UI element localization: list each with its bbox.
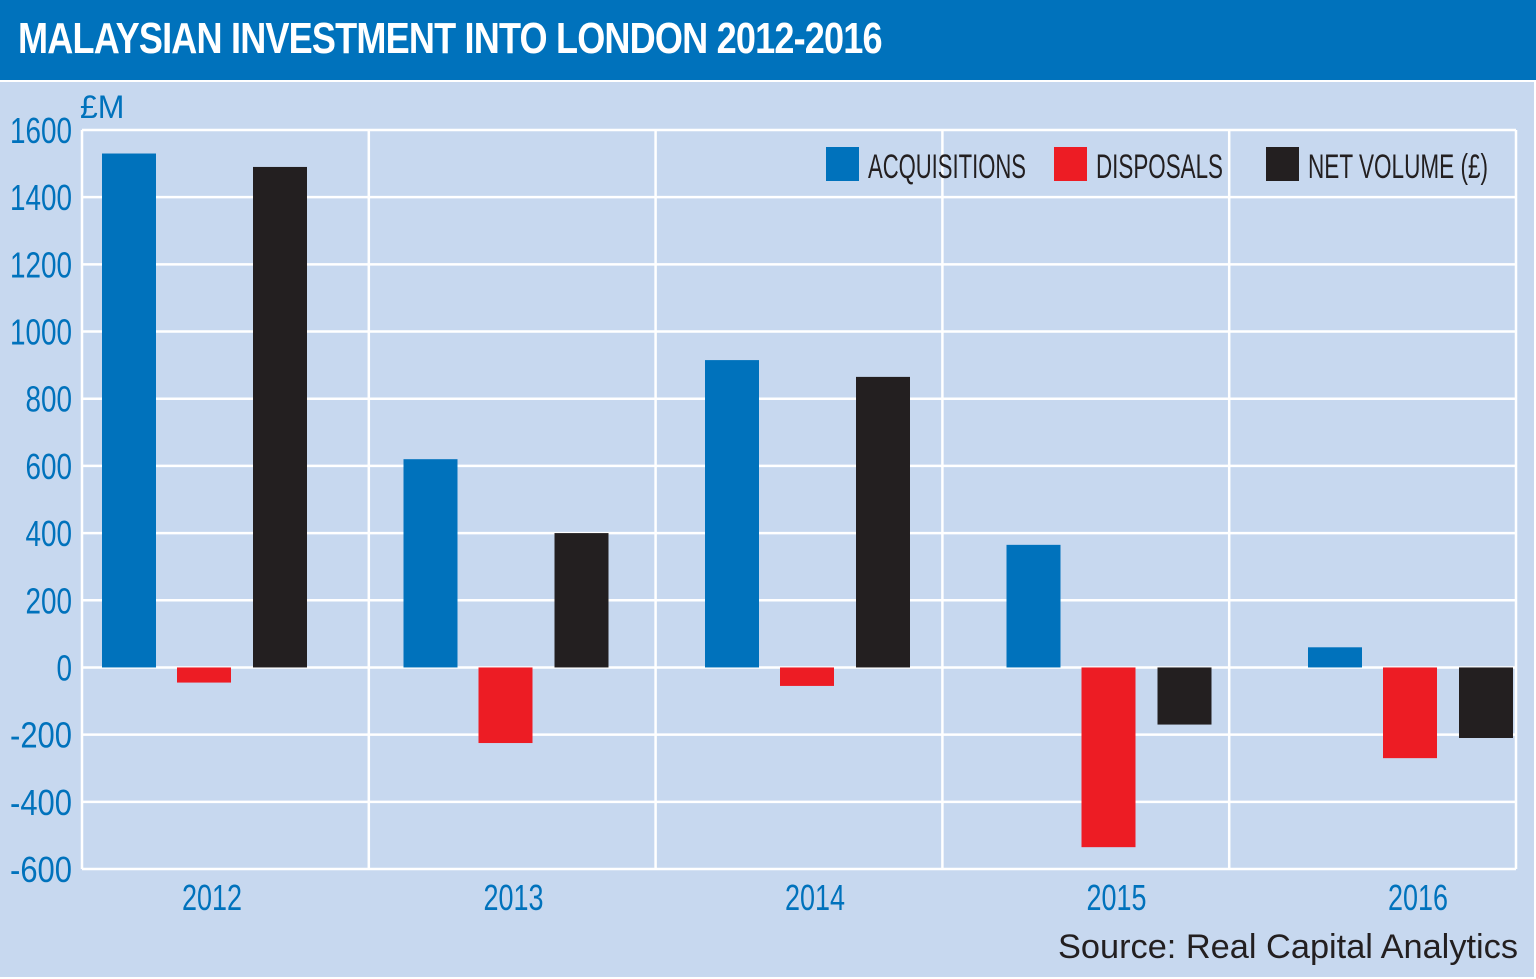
y-tick-label: 800 [26,379,73,420]
legend-label-net-volume: NET VOLUME (£) [1308,148,1488,186]
bar-acquisitions-2012 [102,153,156,668]
x-tick-label: 2016 [1388,877,1448,918]
bars [102,153,1513,848]
grid-lines [80,128,1518,871]
chart-header: MALAYSIAN INVESTMENT INTO LONDON 2012-20… [0,0,1536,82]
y-tick-label: 1600 [10,110,72,151]
x-axis-ticks: 2012 2013 2014 2015 2016 [182,877,1448,918]
chart-title: MALAYSIAN INVESTMENT INTO LONDON 2012-20… [18,14,883,63]
bar-disposals-2012 [177,667,231,683]
bar-net-volume-2012 [253,166,307,668]
x-tick-label: 2012 [182,877,242,918]
legend-label-disposals: DISPOSALS [1096,148,1223,186]
legend-swatch-disposals [1054,147,1087,181]
x-tick-label: 2015 [1087,877,1147,918]
y-tick-label: 400 [26,513,73,554]
bar-acquisitions-2013 [403,459,458,668]
bar-acquisitions-2015 [1006,544,1061,668]
y-tick-label: 1200 [10,244,72,285]
y-tick-label: -200 [10,715,72,756]
y-axis-ticks: 1600 1400 1200 1000 800 600 400 200 0 -200 -400 -60… [10,110,72,890]
bar-disposals-2013 [478,667,533,744]
y-tick-label: 200 [26,580,73,621]
x-tick-label: 2014 [785,877,845,918]
y-tick-label: -600 [10,849,72,890]
x-tick-label: 2013 [484,877,544,918]
bar-acquisitions-2014 [705,360,759,668]
legend-label-acquisitions: ACQUISITIONS [868,148,1026,186]
y-tick-label: -400 [10,782,72,823]
bar-disposals-2015 [1081,667,1136,848]
bar-acquisitions-2016 [1308,647,1362,668]
bar-disposals-2014 [780,667,834,686]
y-tick-label: 1000 [10,312,72,353]
bar-net-volume-2014 [856,376,910,668]
y-tick-label: 1400 [10,177,72,218]
bar-net-volume-2016 [1459,667,1513,738]
legend: ACQUISITIONS DISPOSALS NET VOLUME (£) [826,147,1488,186]
bar-disposals-2016 [1383,667,1437,759]
y-tick-label: 600 [26,446,73,487]
bar-net-volume-2013 [554,533,609,668]
y-tick-label: 0 [57,647,73,688]
source-note: Source: Real Capital Analytics [1058,928,1518,966]
legend-swatch-net-volume [1266,147,1299,181]
bar-net-volume-2015 [1157,667,1212,725]
legend-swatch-acquisitions [826,147,859,181]
y-axis-label: £M [80,89,124,125]
